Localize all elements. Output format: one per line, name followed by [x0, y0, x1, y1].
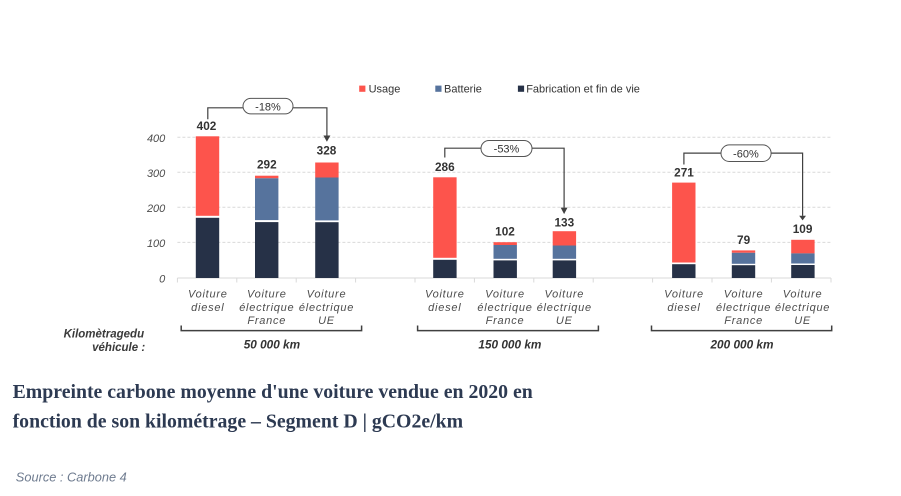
svg-text:402: 402 [197, 119, 217, 133]
svg-text:Voiture: Voiture [307, 289, 347, 301]
svg-text:50 000 km: 50 000 km [244, 338, 300, 352]
svg-text:133: 133 [554, 215, 574, 229]
svg-text:France: France [247, 315, 286, 327]
svg-text:Usage: Usage [369, 84, 401, 96]
svg-text:diesel: diesel [191, 302, 224, 314]
svg-text:109: 109 [793, 222, 813, 236]
svg-text:150 000 km: 150 000 km [478, 338, 541, 352]
svg-text:400: 400 [147, 133, 166, 145]
svg-text:Voiture: Voiture [425, 289, 465, 301]
svg-text:électrique: électrique [537, 302, 592, 314]
svg-text:Voiture: Voiture [724, 289, 764, 301]
svg-text:électrique: électrique [477, 302, 532, 314]
svg-text:Voiture: Voiture [783, 289, 823, 301]
svg-text:France: France [724, 315, 763, 327]
svg-text:Fabrication et fin de vie: Fabrication et fin de vie [526, 84, 640, 96]
svg-text:200: 200 [146, 203, 166, 215]
svg-text:Kilomètragedu: Kilomètragedu [64, 328, 145, 340]
svg-text:diesel: diesel [667, 302, 700, 314]
svg-text:Voiture: Voiture [247, 289, 287, 301]
svg-text:328: 328 [317, 144, 337, 158]
svg-text:100: 100 [147, 238, 166, 250]
svg-text:diesel: diesel [428, 302, 461, 314]
svg-text:véhicule :: véhicule : [92, 342, 145, 354]
svg-text:Voiture: Voiture [485, 289, 525, 301]
svg-text:79: 79 [737, 233, 751, 247]
svg-text:Empreinte carbone moyenne d'un: Empreinte carbone moyenne d'une voiture … [13, 381, 533, 403]
svg-text:électrique: électrique [775, 302, 830, 314]
svg-text:-18%: -18% [255, 101, 281, 113]
svg-text:292: 292 [257, 158, 277, 172]
svg-text:UE: UE [318, 315, 335, 327]
svg-text:271: 271 [674, 166, 694, 180]
svg-text:300: 300 [147, 168, 166, 180]
svg-text:Voiture: Voiture [664, 289, 704, 301]
svg-text:UE: UE [556, 315, 573, 327]
svg-text:Source : Carbone 4: Source : Carbone 4 [16, 470, 127, 485]
svg-text:fonction de son kilométrage –: fonction de son kilométrage – Segment D … [13, 411, 464, 433]
svg-text:électrique: électrique [716, 302, 771, 314]
svg-text:286: 286 [435, 160, 455, 174]
svg-text:électrique: électrique [239, 302, 294, 314]
svg-text:Voiture: Voiture [188, 289, 228, 301]
svg-text:-60%: -60% [733, 148, 759, 160]
svg-text:UE: UE [794, 315, 811, 327]
svg-text:électrique: électrique [299, 302, 354, 314]
svg-text:102: 102 [495, 225, 515, 239]
svg-text:Voiture: Voiture [544, 289, 584, 301]
svg-text:-53%: -53% [494, 144, 520, 156]
svg-text:0: 0 [159, 274, 166, 286]
svg-text:200 000 km: 200 000 km [710, 338, 774, 352]
svg-text:France: France [486, 315, 525, 327]
svg-text:Batterie: Batterie [444, 84, 482, 96]
